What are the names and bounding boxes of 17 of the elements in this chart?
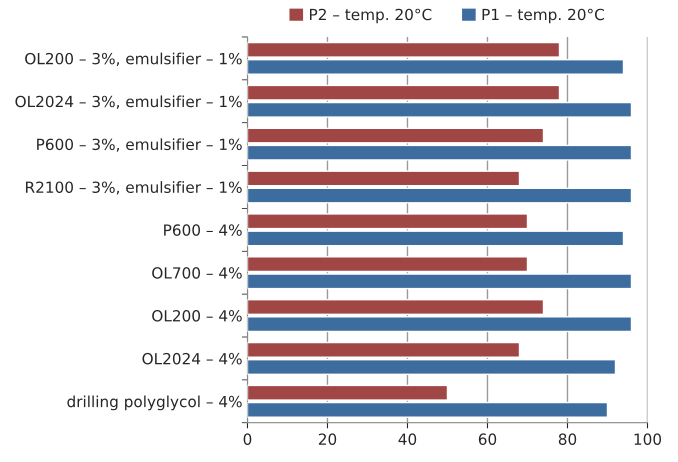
legend-label: P1 – temp. 20°C xyxy=(482,8,604,24)
y-tick-label: OL200 – 3%, emulsifier – 1% xyxy=(25,52,242,66)
x-tick-label: 40 xyxy=(398,433,416,445)
y-tick-label: R2100 – 3%, emulsifier – 1% xyxy=(26,181,242,195)
y-tick-label: OL200 – 4% xyxy=(152,310,242,322)
y-tick-label: OL2024 – 4% xyxy=(142,352,242,364)
y-tick-label: OL700 – 4% xyxy=(152,267,242,279)
x-tick-label: 60 xyxy=(478,433,496,445)
x-tick-label: 100 xyxy=(634,433,662,445)
legend-label: P2 – temp. 20°C xyxy=(310,8,432,24)
y-tick-label: OL2024 – 3%, emulsifier – 1% xyxy=(15,95,242,109)
x-tick-label: 20 xyxy=(318,433,336,445)
y-tick-label: drilling polyglycol – 4% xyxy=(67,395,242,410)
x-tick-label: 80 xyxy=(558,433,576,445)
y-tick-label: P600 – 4% xyxy=(164,224,242,236)
y-tick-label: P600 – 3%, emulsifier – 1% xyxy=(37,138,242,152)
x-tick-label: 0 xyxy=(244,433,252,445)
